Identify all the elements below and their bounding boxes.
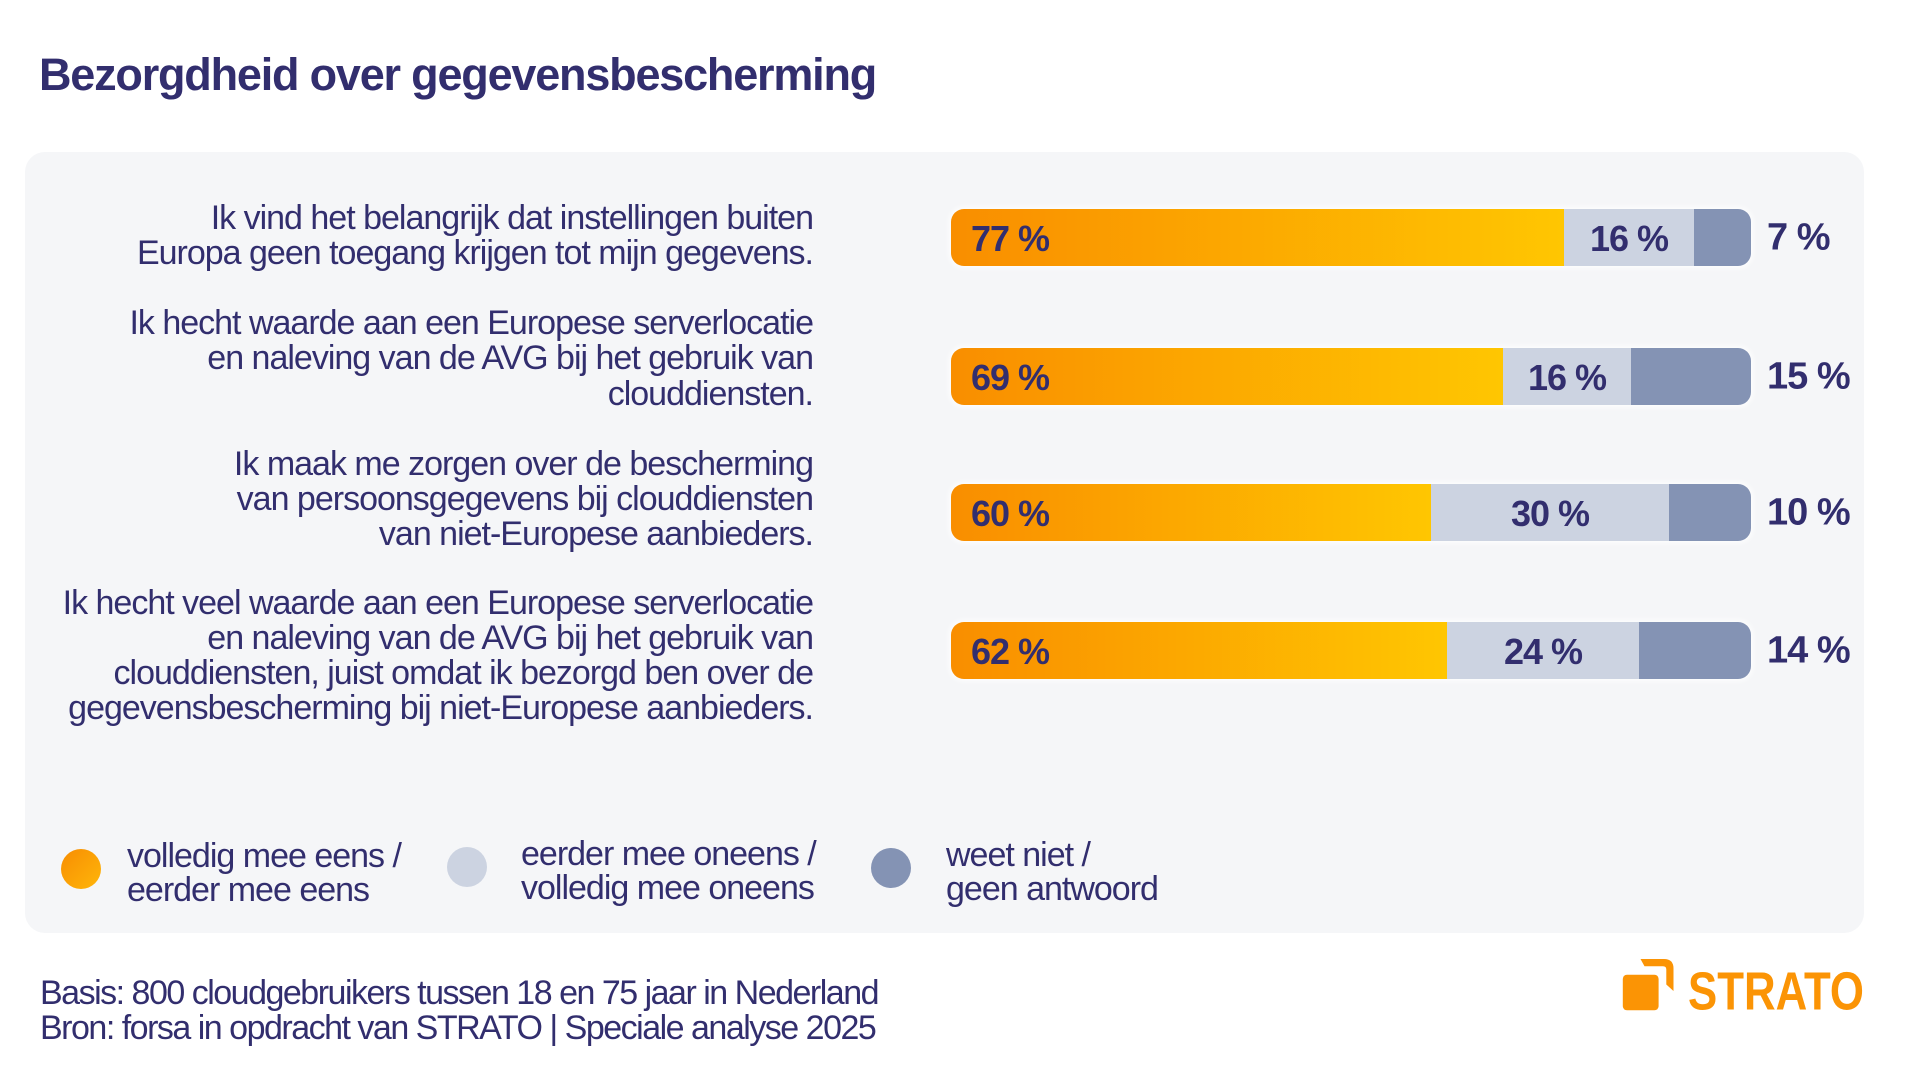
svg-text:STRATO: STRATO <box>1688 962 1864 1014</box>
